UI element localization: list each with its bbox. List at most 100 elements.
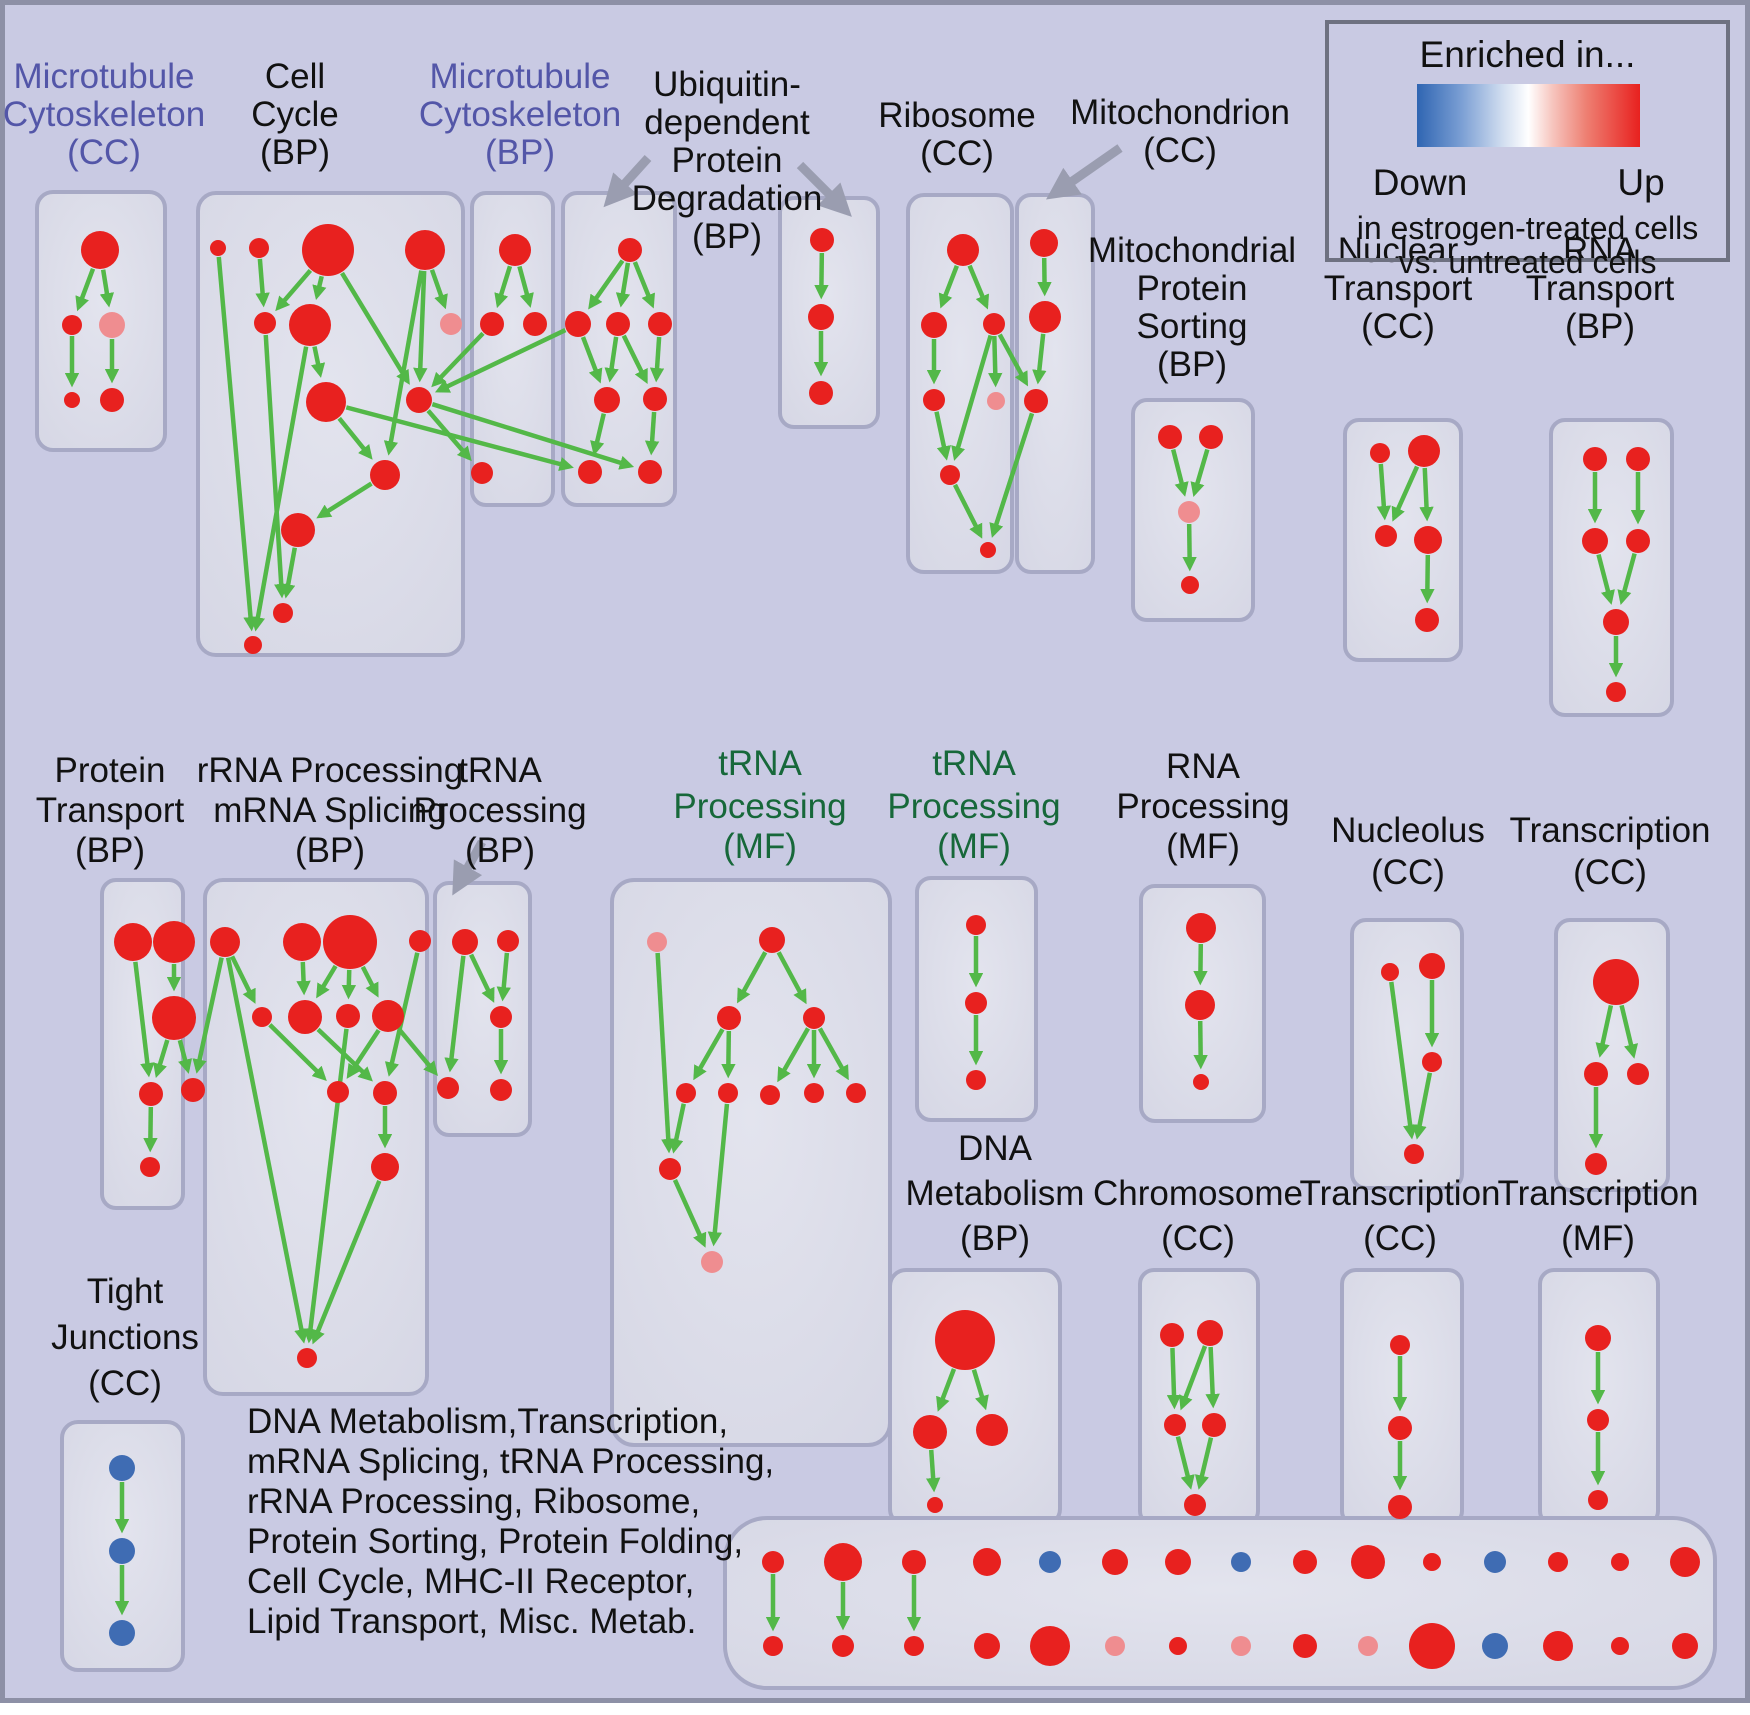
graph-node — [1583, 447, 1607, 471]
graph-node — [306, 382, 346, 422]
edge-arrow — [817, 1027, 849, 1081]
edge-arrow — [655, 952, 676, 1154]
graph-node — [618, 238, 642, 262]
edge-arrow — [621, 334, 648, 385]
cluster-label-chromosome-cc: (CC) — [1161, 1219, 1235, 1258]
annotation-line: mRNA Splicing, tRNA Processing, — [247, 1442, 775, 1481]
cluster-label-rna-transport-bp: (BP) — [1565, 307, 1635, 346]
graph-node — [289, 304, 331, 346]
graph-node — [244, 636, 262, 654]
graph-node — [302, 224, 354, 276]
edge-arrow — [989, 412, 1035, 538]
graph-node — [497, 930, 519, 952]
cluster-label-ubiquitin-bp: Degradation — [632, 179, 823, 218]
edge-arrow — [1391, 465, 1420, 522]
graph-node — [1185, 990, 1215, 1020]
graph-node — [283, 923, 321, 961]
edge-arrow — [263, 334, 289, 599]
cluster-box-nuclear-transport-cc — [1343, 418, 1463, 662]
graph-node — [181, 1078, 205, 1102]
cluster-label-tight-junctions-cc: (CC) — [88, 1364, 162, 1403]
edge-arrow — [971, 1369, 989, 1411]
edge-arrow — [340, 271, 410, 385]
edge-arrow — [1193, 1020, 1208, 1070]
legend-title: Enriched in... — [1419, 34, 1636, 75]
legend-gradient-bar — [1417, 84, 1640, 147]
cluster-label-dna-metabolism-bp: (BP) — [960, 1219, 1030, 1258]
edge-arrow — [133, 961, 155, 1078]
edge-arrow — [590, 413, 606, 456]
graph-node — [1409, 1623, 1455, 1669]
edge-arrow — [1619, 1004, 1639, 1059]
graph-node — [1408, 435, 1440, 467]
legend-subtitle-2: vs. untreated cells — [1398, 244, 1657, 280]
graph-node — [606, 312, 630, 336]
graph-node — [370, 460, 400, 490]
graph-node — [976, 1414, 1008, 1446]
edge-arrow — [496, 952, 511, 1002]
cluster-label-rna-transport-bp: Transport — [1526, 269, 1675, 308]
edge-arrow — [649, 336, 665, 383]
graph-node — [1584, 1062, 1608, 1086]
cluster-label-rrna-mrna-bp: mRNA Splicing — [213, 791, 446, 830]
edge-arrow — [1182, 523, 1197, 572]
edge-arrow — [814, 252, 829, 300]
edge-arrow — [988, 335, 1003, 388]
cluster-label-rna-processing-mf: Processing — [1116, 787, 1289, 826]
edge-arrow — [1171, 449, 1189, 497]
graph-node — [1293, 1550, 1317, 1574]
cluster-label-trna-processing-bp: (BP) — [465, 831, 535, 870]
edge-arrow — [192, 957, 224, 1074]
graph-node — [1351, 1545, 1385, 1579]
graph-node — [140, 1157, 160, 1177]
graph-node — [81, 231, 119, 269]
edge-arrow — [1419, 467, 1434, 522]
graph-node — [372, 1000, 404, 1032]
edge-arrow — [153, 1039, 170, 1079]
edge-arrow — [316, 964, 338, 999]
graph-node — [947, 234, 979, 266]
label-pointer-arrow — [603, 154, 652, 208]
graph-node — [902, 1550, 926, 1574]
graph-node — [1390, 1335, 1410, 1355]
graph-node — [965, 992, 987, 1014]
graph-node — [808, 304, 834, 330]
label-pointer-arrow — [452, 839, 486, 896]
graph-node — [935, 1310, 995, 1370]
graph-node — [252, 1007, 272, 1027]
edge-arrow — [346, 1028, 381, 1079]
graph-node — [373, 1081, 397, 1105]
graph-node — [327, 1081, 349, 1103]
cluster-label-transcription-cc-2: (CC) — [1363, 1219, 1437, 1258]
annotation-line: rRNA Processing, Ribosome, — [247, 1482, 701, 1521]
graph-node — [437, 1077, 459, 1099]
graph-node — [1404, 1144, 1424, 1164]
edge-arrow — [1194, 1437, 1214, 1490]
nodes — [62, 224, 1700, 1669]
cluster-label-nuclear-transport-cc: Transport — [1324, 269, 1473, 308]
edge-arrow — [397, 1027, 438, 1076]
graph-node — [904, 1636, 924, 1656]
edge-arrow — [431, 331, 485, 388]
graph-node — [809, 381, 833, 405]
cluster-label-transcription-cc-1: Transcription — [1510, 811, 1711, 850]
cluster-box-cell-cycle-bp — [196, 191, 465, 657]
edge-arrow — [99, 269, 115, 308]
edge-arrow — [303, 1028, 349, 1344]
graph-node — [973, 1548, 1001, 1576]
cluster-label-rrna-mrna-bp: (BP) — [295, 831, 365, 870]
edge-arrow — [707, 1103, 730, 1247]
graph-node — [974, 1633, 1000, 1659]
graph-node — [1587, 1409, 1609, 1431]
cluster-label-transcription-mf: (MF) — [1561, 1219, 1635, 1258]
edges — [64, 252, 1646, 1632]
edge-arrow — [588, 259, 625, 310]
edge-arrow — [444, 955, 466, 1073]
graph-node — [940, 465, 960, 485]
cluster-label-tight-junctions-cc: Junctions — [51, 1318, 199, 1357]
cluster-label-trna-processing-mf-2: tRNA — [932, 744, 1016, 783]
graph-node — [1169, 1637, 1187, 1655]
graph-node — [1611, 1637, 1629, 1655]
graph-node — [1178, 501, 1200, 523]
